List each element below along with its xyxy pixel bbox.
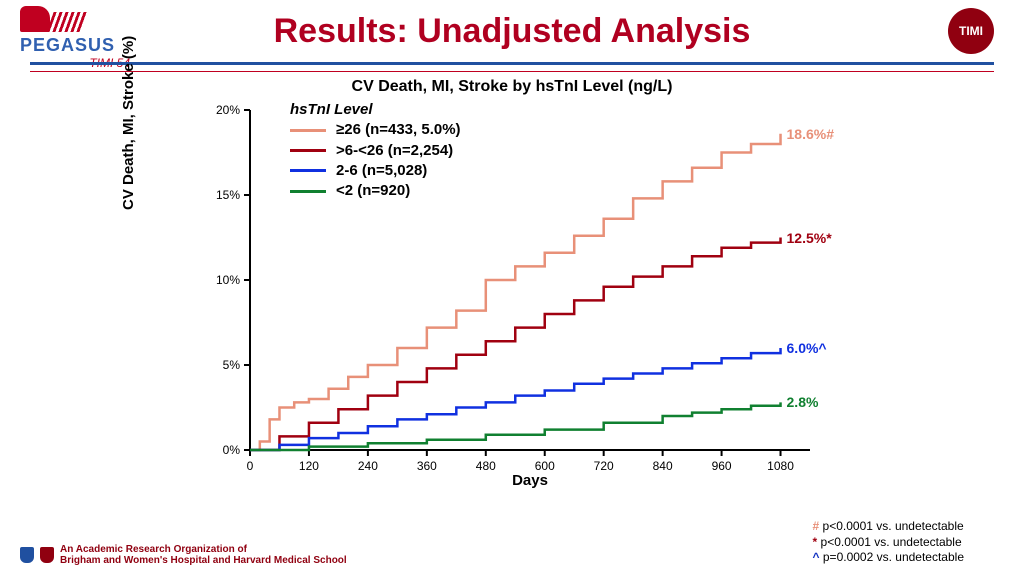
svg-text:20%: 20% [216, 103, 240, 117]
svg-text:600: 600 [535, 459, 555, 473]
svg-text:120: 120 [299, 459, 319, 473]
legend-swatch [290, 149, 326, 152]
legend-item: ≥26 (n=433, 5.0%) [290, 120, 461, 140]
series-end-label: 18.6%# [787, 126, 834, 142]
footer-line1: An Academic Research Organization of [60, 544, 247, 555]
legend: hsTnI Level ≥26 (n=433, 5.0%)>6-<26 (n=2… [290, 100, 461, 201]
svg-text:720: 720 [594, 459, 614, 473]
footer-line2: Brigham and Women's Hospital and Harvard… [60, 555, 347, 566]
y-axis-label: CV Death, MI, Stroke (%) [120, 36, 137, 210]
shield-icon [40, 547, 54, 563]
series-end-label: 12.5%* [787, 230, 832, 246]
svg-text:5%: 5% [223, 358, 241, 372]
svg-text:240: 240 [358, 459, 378, 473]
svg-text:480: 480 [476, 459, 496, 473]
footnotes: # p<0.0001 vs. undetectable* p<0.0001 vs… [813, 519, 964, 566]
svg-text:15%: 15% [216, 188, 240, 202]
chart-title: CV Death, MI, Stroke by hsTnI Level (ng/… [0, 78, 1024, 96]
title-rule [30, 62, 994, 72]
footnote: # p<0.0001 vs. undetectable [813, 519, 964, 535]
footer-affiliation: An Academic Research Organization of Bri… [20, 544, 347, 566]
legend-swatch [290, 169, 326, 172]
legend-label: >6-<26 (n=2,254) [336, 141, 453, 161]
legend-label: ≥26 (n=433, 5.0%) [336, 120, 461, 140]
shield-icon [20, 547, 34, 563]
legend-item: >6-<26 (n=2,254) [290, 141, 461, 161]
series-end-label: 6.0%^ [787, 340, 827, 356]
footnote: ^ p=0.0002 vs. undetectable [813, 550, 964, 566]
svg-text:0: 0 [247, 459, 254, 473]
legend-label: <2 (n=920) [336, 181, 410, 201]
chart-area: 0% 5% 10% 15% 20% 0 120 240 360 480 600 720 840 960 10… [180, 100, 880, 480]
legend-header: hsTnI Level [290, 100, 461, 120]
slide: PEGASUS TIMI 54 TIMI Results: Unadjusted… [0, 0, 1024, 576]
svg-text:10%: 10% [216, 273, 240, 287]
legend-label: 2-6 (n=5,028) [336, 161, 427, 181]
legend-item: 2-6 (n=5,028) [290, 161, 461, 181]
legend-item: <2 (n=920) [290, 181, 461, 201]
series-end-label: 2.8% [787, 394, 819, 410]
legend-swatch [290, 129, 326, 132]
svg-text:1080: 1080 [767, 459, 794, 473]
svg-text:840: 840 [653, 459, 673, 473]
slide-title: Results: Unadjusted Analysis [0, 12, 1024, 51]
chart-svg: 0% 5% 10% 15% 20% 0 120 240 360 480 600 720 840 960 10… [180, 100, 880, 480]
svg-text:0%: 0% [223, 443, 241, 457]
legend-swatch [290, 190, 326, 193]
svg-text:360: 360 [417, 459, 437, 473]
svg-text:960: 960 [712, 459, 732, 473]
footnote: * p<0.0001 vs. undetectable [813, 535, 964, 551]
